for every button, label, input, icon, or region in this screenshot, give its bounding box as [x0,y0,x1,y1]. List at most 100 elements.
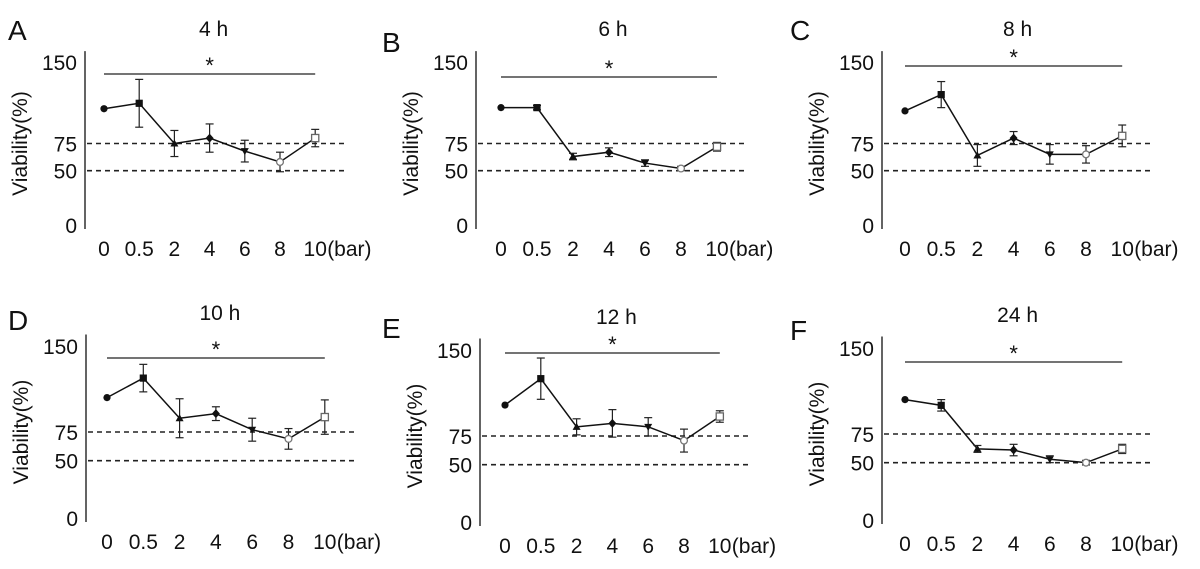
panel-d-point-6 [320,412,330,422]
panel-b-xtick-6: 10 [705,238,728,261]
panel-a-xtick-2: 2 [169,238,181,261]
panel-e-ytick-150: 150 [437,340,472,363]
panel-e-title: 12 h [596,306,637,329]
panel-d-xtick-5: 8 [283,531,295,554]
panel-d-xtick-4: 6 [246,531,258,554]
panel-a-xtick-4: 6 [239,238,251,261]
panel-e-point-2 [572,422,581,430]
panel-c-xtick-3: 4 [1008,238,1020,261]
panel-e-letter: E [382,313,401,344]
panel-b-xtick-4: 6 [639,238,651,261]
panel-d-point-3 [211,409,220,419]
panel-c-ylabel: Viability(%) [806,91,829,196]
panel-d-point-1 [139,374,147,382]
panel-c-ytick-0: 0 [862,215,874,238]
panel-d-letter: D [8,305,28,336]
panel-a-point-0 [100,105,108,113]
panel-f-point-1 [937,401,945,409]
panel-b-xtick-1: 0.5 [522,238,551,261]
panel-b-point-3 [605,147,613,157]
panel-d-ylabel: Viability(%) [10,380,33,485]
panel-f-xtick-1: 0.5 [927,533,956,556]
panel-b-letter: B [382,27,401,58]
panel-c-xtick-0: 0 [899,238,911,261]
panel-d-ytick-75: 75 [55,422,78,445]
panel-f-significance-star: * [1009,341,1018,366]
panel-a-ytick-50: 50 [54,161,77,184]
panel-c-point-1 [937,91,945,99]
panel-e-xtick-4: 6 [642,535,654,558]
panel-e-ylabel: Viability(%) [404,384,427,489]
panel-e-xtick-6: 10 [708,535,731,558]
panel-c-ytick-50: 50 [851,161,874,184]
panel-c-xtick-5: 8 [1080,238,1092,261]
panel-d-title: 10 h [199,302,240,325]
panel-e-point-6 [715,412,725,421]
panel-d-ytick-150: 150 [43,336,78,359]
panel-e-point-5 [679,436,689,445]
panel-f-point-5 [1081,458,1091,467]
panel-a-title: 4 h [199,18,228,41]
panel-e-xtick-1: 0.5 [526,535,555,558]
panel-a-xtick-5: 8 [274,238,286,261]
panel-b-xtick-0: 0 [495,238,507,261]
panel-b-ytick-150: 150 [433,52,468,75]
panel-a-xtick-0: 0 [98,238,110,261]
panel-f-xunit: (bar) [1134,533,1178,556]
panel-f-ylabel: Viability(%) [806,382,829,487]
panel-c-ytick-75: 75 [851,134,874,157]
panel-a-xtick-1: 0.5 [125,238,154,261]
panel-b-point-5 [676,164,686,173]
panel-f-letter: F [790,315,807,346]
panel-c-point-5 [1081,150,1091,159]
panel-f-xtick-6: 10 [1111,533,1134,556]
panel-a-xunit: (bar) [327,238,371,261]
panel-b-point-6 [712,142,722,152]
panel-c-xtick-4: 6 [1044,238,1056,261]
panel-d-xtick-1: 0.5 [129,531,158,554]
panel-f-point-4 [1045,456,1054,464]
panel-f-xtick-4: 6 [1044,533,1056,556]
panel-b-point-1 [533,104,541,112]
panel-d-xtick-3: 4 [210,531,222,554]
panel-b-ylabel: Viability(%) [400,91,423,196]
panel-d-xtick-6: 10 [313,531,336,554]
panel-b-significance-star: * [605,56,614,81]
panel-f-ytick-75: 75 [851,424,874,447]
panel-a-point-6 [310,133,320,143]
panel-a-xtick-3: 4 [204,238,216,261]
panel-f-ytick-0: 0 [862,510,874,533]
panel-d-xunit: (bar) [337,531,381,554]
panel-b-point-4 [641,160,649,168]
panel-d-significance-star: * [212,337,221,362]
panel-a-ylabel: Viability(%) [9,91,32,196]
panel-f-title: 24 h [997,304,1038,327]
panel-d-xtick-0: 0 [101,531,113,554]
panel-f-ytick-50: 50 [851,453,874,476]
panel-c-point-4 [1045,151,1054,159]
panel-d-ytick-0: 0 [66,508,78,531]
panel-a-point-3 [205,133,214,143]
panel-e-xtick-5: 8 [678,535,690,558]
panel-e-point-3 [608,418,617,428]
panel-b-ytick-0: 0 [456,215,468,238]
panel-b-xtick-5: 8 [675,238,687,261]
panel-e-point-4 [644,423,653,431]
panel-a-significance-star: * [205,53,214,78]
panel-b-title: 6 h [598,18,627,41]
panel-b-ytick-75: 75 [445,134,468,157]
panel-b-point-2 [569,152,577,160]
panel-c-xunit: (bar) [1134,238,1178,261]
panel-a-ytick-0: 0 [65,215,77,238]
panel-b-ytick-50: 50 [445,161,468,184]
panel-b-xtick-2: 2 [567,238,579,261]
panel-c-xtick-2: 2 [972,238,984,261]
panel-e-xtick-0: 0 [499,535,511,558]
panel-f-point-0 [901,396,909,404]
panel-d-point-0 [103,394,111,402]
panel-f-point-2 [973,444,982,452]
panel-c-xtick-1: 0.5 [927,238,956,261]
panel-e-ytick-0: 0 [460,512,472,535]
panel-f-xtick-2: 2 [972,533,984,556]
